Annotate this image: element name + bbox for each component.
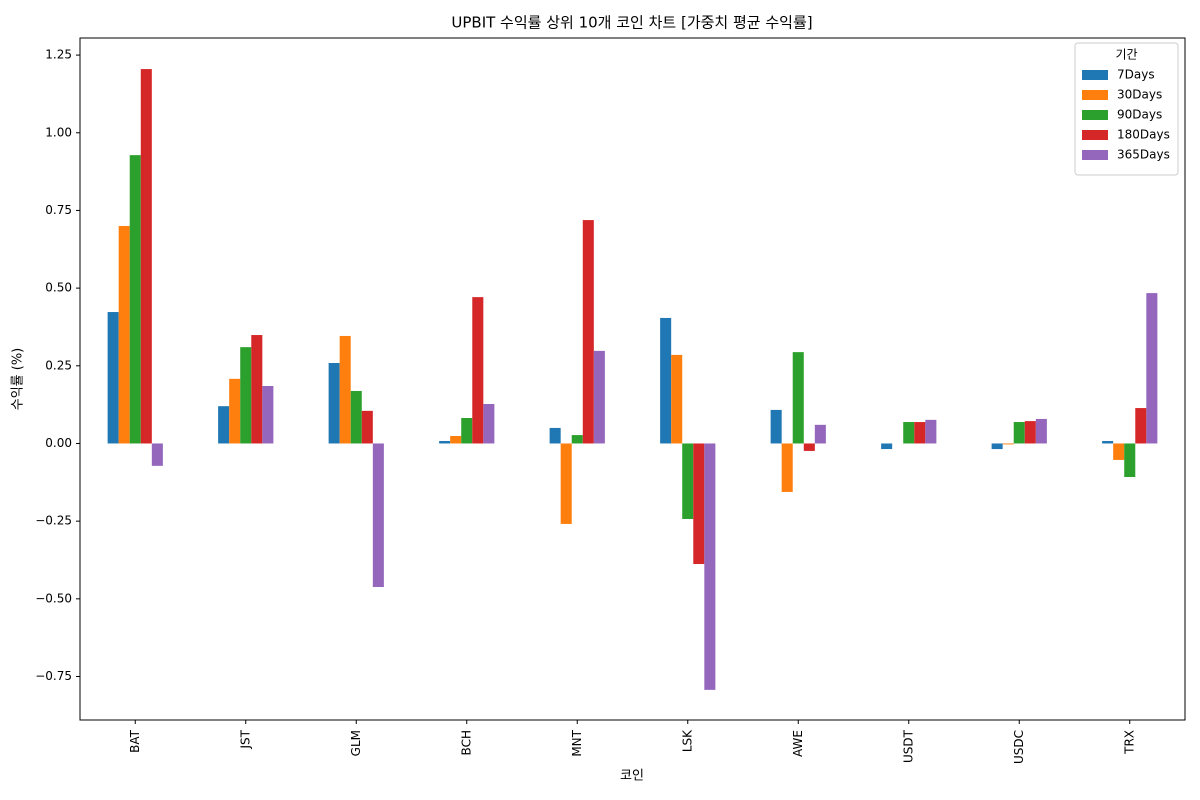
bar	[814, 424, 826, 444]
bar	[903, 422, 915, 444]
x-tick-label: BCH	[459, 730, 473, 755]
x-tick-label: TRX	[1122, 730, 1136, 755]
bar	[439, 440, 451, 444]
bar	[593, 350, 605, 444]
bar	[129, 155, 141, 444]
bar	[339, 335, 351, 444]
bar	[770, 409, 782, 444]
bar	[151, 443, 163, 466]
bar	[262, 385, 274, 444]
bar	[450, 436, 462, 444]
bar	[671, 354, 683, 444]
bar	[881, 443, 893, 450]
bar	[582, 220, 594, 444]
bar	[660, 317, 672, 444]
bar	[372, 443, 384, 588]
bar	[1013, 422, 1025, 444]
y-tick-label: −0.50	[35, 591, 72, 605]
bar	[925, 419, 937, 444]
plot-frame	[79, 37, 1186, 721]
bar	[1102, 440, 1114, 444]
x-tick-label: BAT	[128, 729, 142, 753]
legend-label: 90Days	[1117, 108, 1162, 122]
y-tick-label: 1.25	[45, 48, 72, 62]
bar	[251, 335, 263, 444]
y-axis-label: 수익률 (%)	[11, 348, 26, 411]
y-tick-label: 0.25	[45, 358, 72, 372]
bar	[472, 297, 484, 444]
bar	[140, 69, 152, 444]
chart-title: UPBIT 수익률 상위 10개 코인 차트 [가중치 평균 수익률]	[451, 14, 812, 32]
legend-label: 7Days	[1117, 68, 1155, 82]
x-tick-label: GLM	[349, 730, 363, 756]
legend-title: 기간	[1115, 48, 1137, 62]
x-tick-label: LSK	[680, 729, 694, 752]
legend-swatch	[1082, 150, 1108, 160]
y-tick-label: 0.50	[45, 281, 72, 295]
legend-label: 180Days	[1117, 128, 1170, 142]
bar	[461, 417, 473, 444]
x-axis-label: 코인	[620, 769, 644, 784]
bar	[361, 410, 373, 444]
legend-swatch	[1082, 110, 1108, 120]
legend-label: 30Days	[1117, 88, 1162, 102]
bar	[240, 347, 252, 444]
x-tick-label: AWE	[791, 730, 805, 757]
bar	[1113, 443, 1125, 460]
x-tick-label: MNT	[570, 729, 584, 756]
legend-label: 365Days	[1117, 148, 1170, 162]
x-tick-label: JST	[238, 729, 252, 749]
legend-swatch	[1082, 70, 1108, 80]
y-tick-label: 0.00	[45, 436, 72, 450]
bar	[218, 406, 230, 444]
bar	[1024, 421, 1036, 444]
x-tick-label: USDC	[1012, 730, 1026, 764]
bar	[1135, 408, 1147, 444]
bar	[693, 443, 705, 565]
y-tick-label: 1.00	[45, 125, 72, 139]
bar	[1002, 443, 1014, 445]
bar	[704, 443, 716, 690]
bar	[350, 390, 362, 444]
x-tick-label: USDT	[901, 729, 915, 763]
bar	[229, 378, 241, 444]
bar	[682, 443, 694, 519]
bar	[118, 225, 130, 444]
legend-swatch	[1082, 130, 1108, 140]
bar	[1124, 443, 1136, 478]
bar	[549, 427, 561, 444]
bar	[781, 443, 793, 492]
bar	[560, 443, 572, 524]
y-tick-label: −0.25	[35, 514, 72, 528]
legend-swatch	[1082, 90, 1108, 100]
bar	[792, 352, 804, 444]
bar	[991, 443, 1003, 450]
bar	[328, 362, 340, 444]
bar	[1035, 418, 1047, 444]
bar	[803, 443, 815, 451]
bar	[107, 312, 119, 444]
bar	[483, 404, 495, 444]
bar	[571, 435, 583, 444]
bar	[914, 422, 926, 444]
bar	[1146, 293, 1158, 444]
y-tick-label: −0.75	[35, 669, 72, 683]
y-tick-label: 0.75	[45, 203, 72, 217]
